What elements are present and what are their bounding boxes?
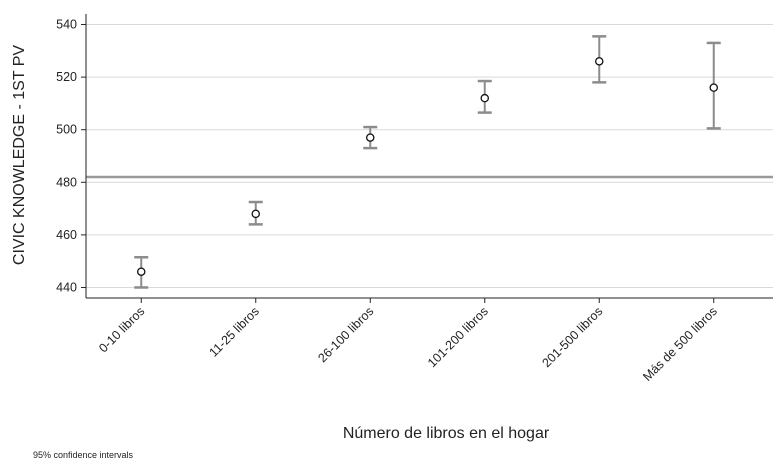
data-point (709, 83, 719, 92)
x-tick-label: 26-100 libros (315, 304, 376, 365)
y-tick-label: 520 (56, 70, 77, 84)
x-axis-label: Número de libros en el hogar (343, 425, 550, 442)
footnote: 95% confidence intervals (33, 450, 134, 460)
grid-lines (86, 24, 773, 288)
x-tick-label: 101-200 libros (425, 304, 491, 370)
axes (81, 14, 773, 303)
data-point (480, 93, 489, 103)
x-tick-labels: 0-10 libros 11-25 libros 26-100 libros 101-… (96, 304, 720, 384)
data-point (365, 133, 375, 142)
x-tick-label: 201-500 libros (539, 304, 605, 370)
y-tick-label: 480 (56, 175, 77, 189)
y-tick-labels: 440 460 480 500 520 540 (56, 18, 77, 295)
x-tick-label: 0-10 libros (96, 304, 147, 355)
error-bars (134, 35, 721, 289)
x-tick-label: Más de 500 libros (640, 304, 720, 384)
x-tick-label: 11-25 libros (206, 304, 261, 359)
data-point (136, 267, 146, 276)
data-point (251, 209, 260, 219)
y-axis-label: CIVIC KNOWLEDGE - 1ST PV (11, 45, 28, 266)
y-tick-label: 500 (56, 123, 77, 137)
data-point (595, 57, 604, 66)
y-tick-label: 440 (56, 280, 77, 294)
y-tick-label: 540 (56, 18, 77, 32)
data-points (136, 57, 719, 276)
y-tick-label: 460 (56, 228, 77, 242)
